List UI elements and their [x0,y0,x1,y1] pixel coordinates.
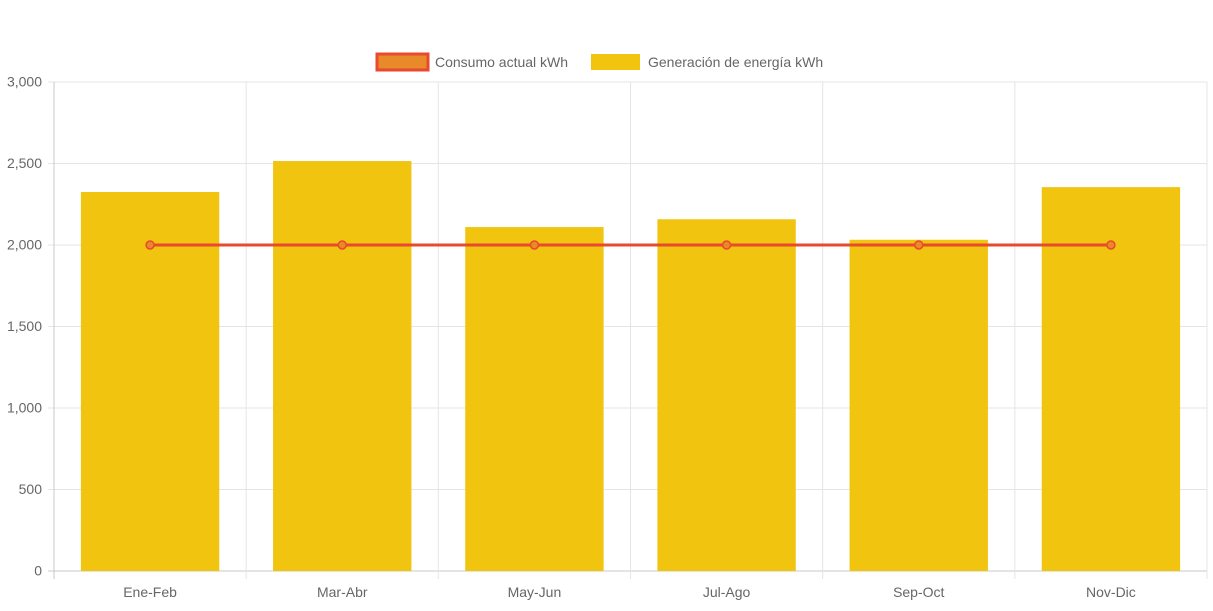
bar-generacion [657,219,796,571]
y-tick-label: 2,000 [7,237,42,253]
bar-generacion [273,161,412,571]
line-layer [145,240,1116,250]
y-tick-label: 1,000 [7,400,42,416]
legend-swatch-consumo [375,52,430,72]
x-tick-label: Nov-Dic [1086,584,1136,600]
legend-label-generacion: Generación de energía kWh [648,54,823,70]
y-tick-label: 0 [34,563,42,579]
legend-label-consumo: Consumo actual kWh [435,54,568,70]
x-tick-label: Jul-Ago [703,584,751,600]
y-tick-label: 2,500 [7,155,42,171]
bar-generacion [1041,187,1181,571]
bar-generacion [849,239,988,571]
point-consumo [337,240,347,250]
grid-layer [48,81,1208,579]
point-consumo [914,240,924,250]
point-consumo [1106,240,1116,250]
point-consumo [145,240,155,250]
point-consumo [529,240,540,250]
bar-generacion [465,227,604,571]
y-tick-label: 1,500 [7,318,42,334]
legend: Consumo actual kWh Generación de energía … [375,52,823,72]
bar-generacion [80,192,220,571]
legend-swatch-generacion [591,54,640,70]
axis-layer: 0 500 1,000 1,500 2,000 2,500 3,000 Ene-Feb Mar-… [7,74,1136,601]
y-tick-label: 500 [19,481,43,497]
x-tick-label: May-Jun [508,584,562,600]
point-consumo [721,240,732,250]
y-tick-label: 3,000 [7,74,42,90]
x-tick-label: Sep-Oct [893,584,944,600]
x-tick-label: Mar-Abr [317,584,368,600]
x-tick-label: Ene-Feb [123,584,177,600]
bar-layer [80,161,1181,571]
